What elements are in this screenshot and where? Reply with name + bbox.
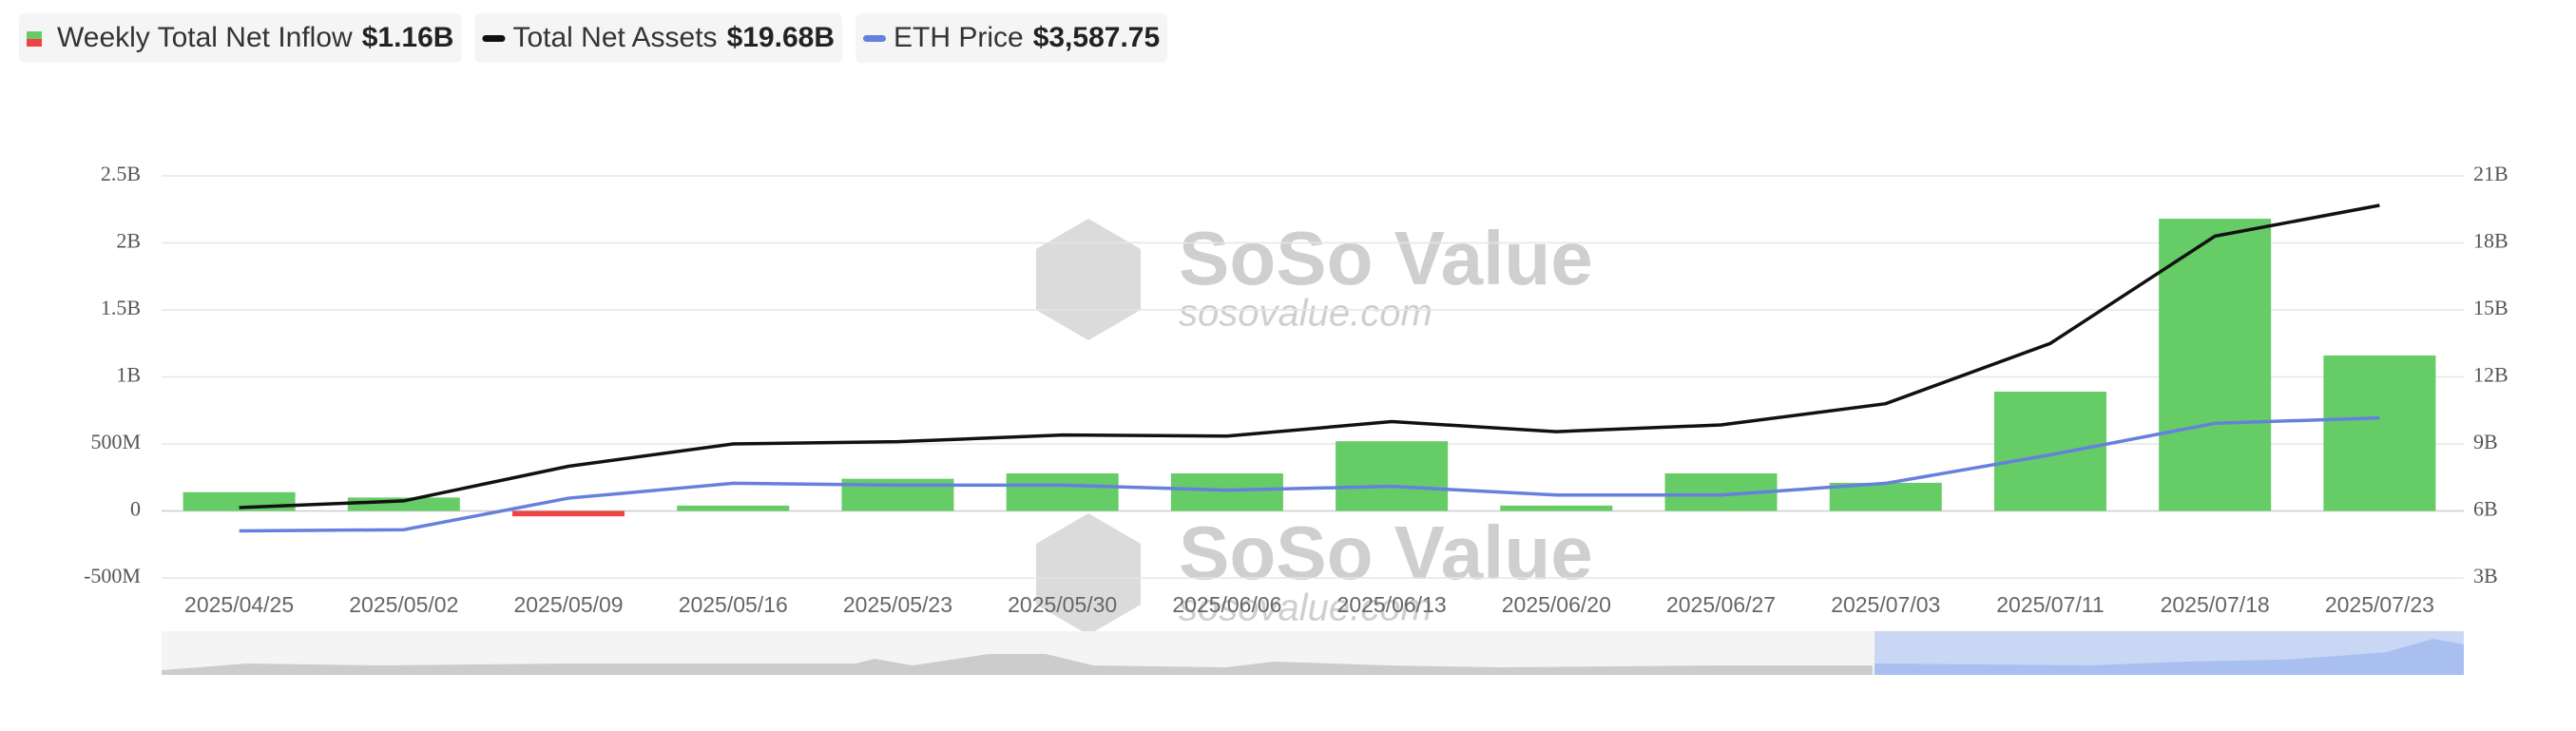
y-tick-label: 2B: [116, 229, 141, 253]
legend-swatch: [27, 31, 42, 39]
y2-tick-label: 3B: [2473, 564, 2498, 587]
legend-bg: [855, 13, 1168, 63]
legend-item: Total Net Assets $19.68B: [474, 13, 842, 63]
x-tick-label: 2025/05/30: [1008, 592, 1117, 617]
zoom-window-preview: [1874, 639, 2464, 675]
watermark-site: sosovalue.com: [1179, 587, 1432, 629]
x-tick-label: 2025/06/13: [1337, 592, 1447, 617]
y2-tick-label: 15B: [2473, 296, 2509, 319]
legend-item: Weekly Total Net Inflow $1.16B: [19, 13, 462, 63]
y2-tick-label: 18B: [2473, 229, 2509, 253]
bar: [2159, 219, 2272, 511]
data-zoom[interactable]: [162, 631, 2464, 675]
bar: [512, 510, 625, 517]
y2-tick-label: 12B: [2473, 363, 2509, 387]
x-tick-label: 2025/05/23: [843, 592, 952, 617]
bar: [1006, 473, 1119, 511]
x-tick-label: 2025/05/02: [349, 592, 458, 617]
bar: [677, 505, 790, 511]
bar: [183, 491, 296, 511]
line: [239, 203, 2380, 510]
x-tick-label: 2025/05/16: [679, 592, 788, 617]
y2-tick-label: 9B: [2473, 430, 2498, 453]
line: [239, 415, 2380, 533]
x-tick-label: 2025/06/27: [1666, 592, 1776, 617]
x-tick-label: 2025/04/25: [184, 592, 294, 617]
watermark-logo: [1036, 513, 1141, 635]
watermark: SoSo Value sosovalue.com SoSo Value soso…: [1036, 216, 1593, 635]
x-tick-label: 2025/07/03: [1831, 592, 1940, 617]
y-tick-label: 1B: [116, 363, 141, 387]
bar: [2323, 355, 2436, 511]
watermark-site: sosovalue.com: [1179, 293, 1432, 335]
legend-label: ETH Price: [894, 22, 1024, 53]
x-tick-label: 2025/07/11: [1996, 592, 2104, 617]
legend-swatch: [482, 35, 506, 42]
legend-label: Total Net Assets: [512, 22, 717, 53]
y-tick-label: 2.5B: [101, 162, 141, 185]
y-tick-label: 500M: [90, 430, 141, 453]
watermark-brand: SoSo Value: [1179, 216, 1593, 300]
legend-value: $3,587.75: [1033, 22, 1160, 53]
legend-bg: [474, 13, 842, 63]
legend-label: Weekly Total Net Inflow: [57, 22, 353, 53]
bar: [1170, 473, 1283, 511]
watermark-brand: SoSo Value: [1179, 510, 1593, 595]
legend-value: $19.68B: [727, 22, 835, 53]
legend-swatch: [863, 35, 886, 42]
x-tick-label: 2025/07/23: [2325, 592, 2434, 617]
legend-value: $1.16B: [362, 22, 454, 53]
bar: [1500, 505, 1613, 511]
x-tick-label: 2025/07/18: [2161, 592, 2270, 617]
y2-tick-label: 6B: [2473, 497, 2498, 521]
y-tick-label: -500M: [84, 564, 141, 587]
bar: [1993, 392, 2106, 511]
legend-item: ETH Price $3,587.75: [855, 13, 1168, 63]
legend-swatch: [27, 39, 42, 47]
y2-tick-label: 21B: [2473, 162, 2509, 185]
x-tick-label: 2025/05/09: [513, 592, 623, 617]
legend-bg: [19, 13, 462, 63]
y-tick-label: 0: [130, 497, 141, 521]
x-tick-label: 2025/06/06: [1172, 592, 1281, 617]
y-tick-label: 1.5B: [101, 296, 141, 319]
bar: [1336, 441, 1449, 511]
watermark-logo: [1036, 219, 1141, 340]
zoom-preview: [162, 654, 1873, 675]
x-tick-label: 2025/06/20: [1502, 592, 1611, 617]
